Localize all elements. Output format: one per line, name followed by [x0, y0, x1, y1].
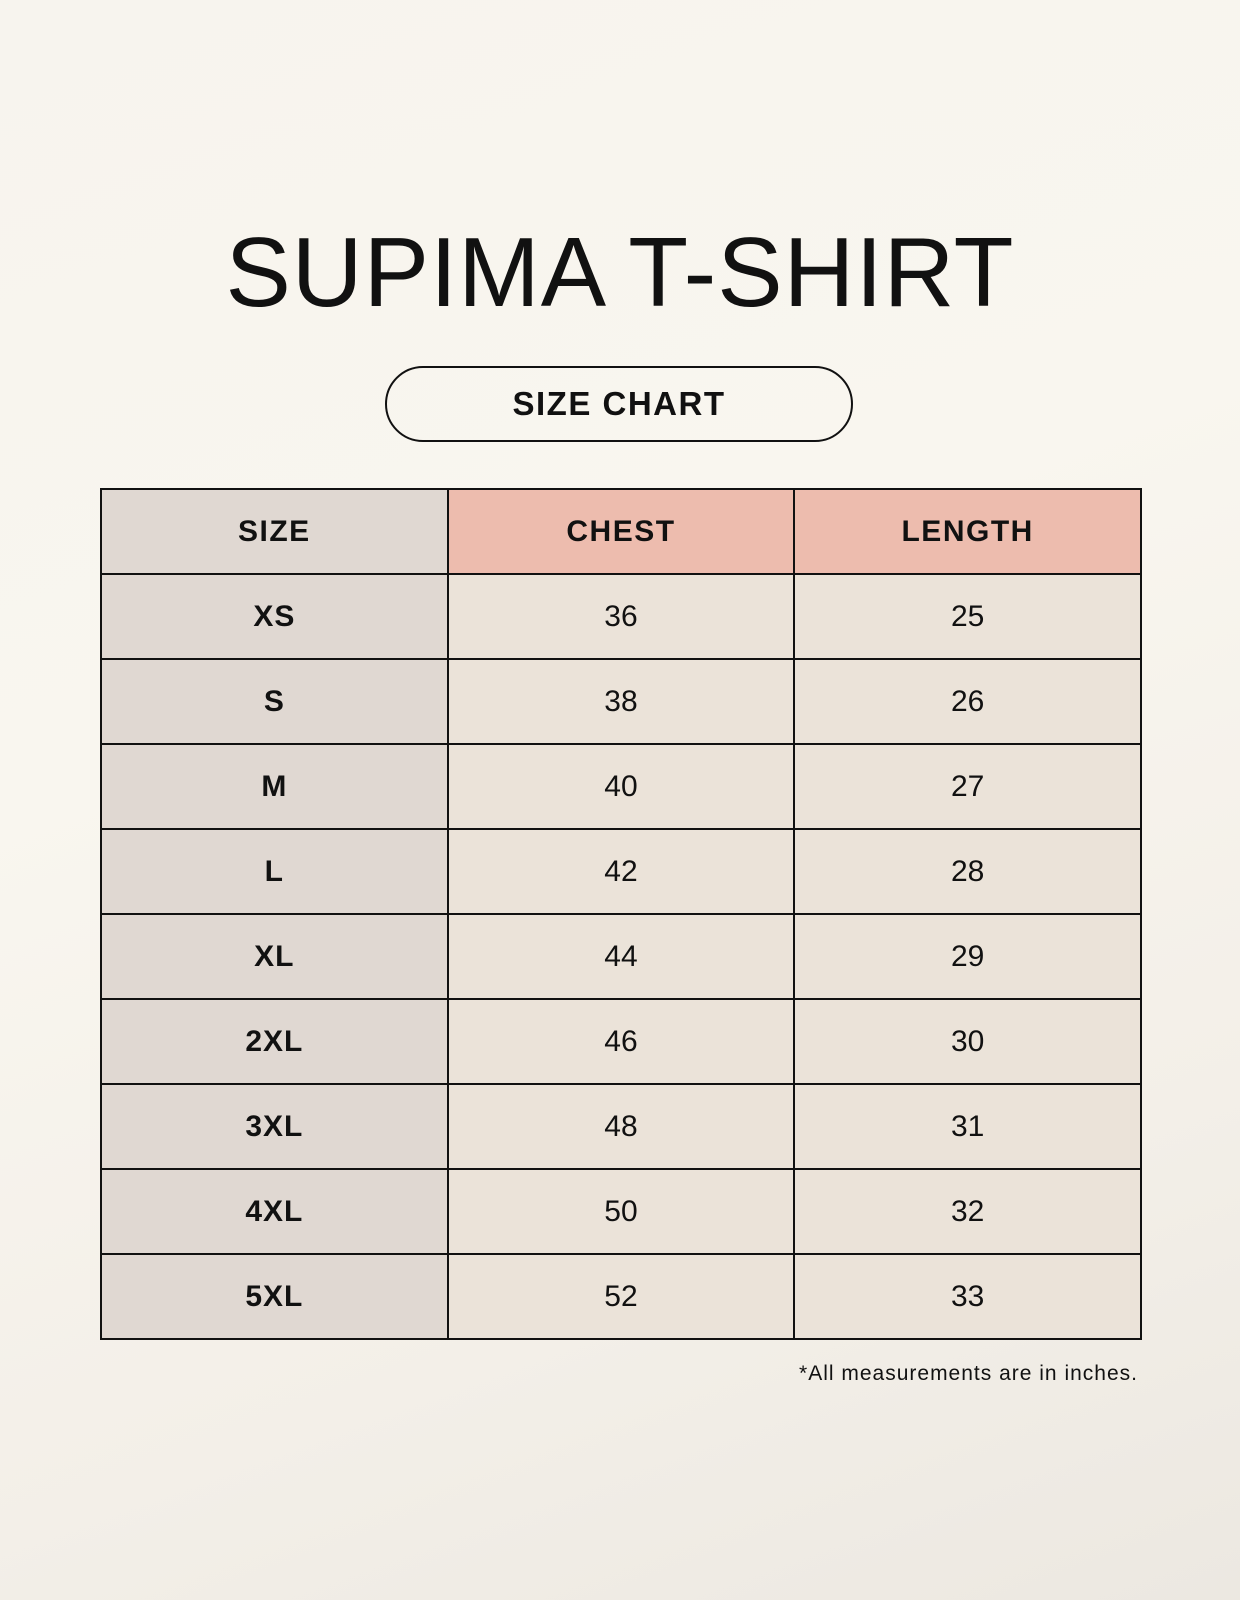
table-header-row: SIZE CHEST LENGTH — [100, 488, 1142, 575]
cell-size: S — [100, 658, 449, 745]
cell-length: 31 — [793, 1083, 1142, 1170]
cell-length: 27 — [793, 743, 1142, 830]
cell-chest: 52 — [446, 1253, 796, 1340]
table-row: 3XL 48 31 — [100, 1083, 1142, 1170]
table-row: 5XL 52 33 — [100, 1253, 1142, 1340]
table-row: XL 44 29 — [100, 913, 1142, 1000]
cell-chest: 42 — [446, 828, 796, 915]
cell-chest: 48 — [446, 1083, 796, 1170]
cell-length: 29 — [793, 913, 1142, 1000]
header-length: LENGTH — [793, 488, 1142, 575]
cell-size: 5XL — [100, 1253, 449, 1340]
table-row: S 38 26 — [100, 658, 1142, 745]
header-chest: CHEST — [446, 488, 796, 575]
cell-chest: 38 — [446, 658, 796, 745]
table-row: M 40 27 — [100, 743, 1142, 830]
cell-size: XL — [100, 913, 449, 1000]
table-row: XS 36 25 — [100, 573, 1142, 660]
cell-length: 25 — [793, 573, 1142, 660]
cell-size: 3XL — [100, 1083, 449, 1170]
page-title: SUPIMA T-SHIRT — [225, 217, 1015, 327]
header-size: SIZE — [100, 488, 449, 575]
cell-chest: 50 — [446, 1168, 796, 1255]
cell-size: 4XL — [100, 1168, 449, 1255]
cell-chest: 44 — [446, 913, 796, 1000]
cell-chest: 46 — [446, 998, 796, 1085]
table-row: L 42 28 — [100, 828, 1142, 915]
size-chart-label: SIZE CHART — [385, 366, 853, 442]
cell-size: L — [100, 828, 449, 915]
size-chart-table: SIZE CHEST LENGTH XS 36 25 S 38 26 M 40 27 L 42 28 X… — [100, 488, 1142, 1340]
cell-size: M — [100, 743, 449, 830]
cell-size: 2XL — [100, 998, 449, 1085]
footnote: *All measurements are in inches. — [799, 1362, 1138, 1385]
cell-size: XS — [100, 573, 449, 660]
cell-chest: 36 — [446, 573, 796, 660]
table-row: 2XL 46 30 — [100, 998, 1142, 1085]
cell-length: 28 — [793, 828, 1142, 915]
cell-length: 33 — [793, 1253, 1142, 1340]
table-row: 4XL 50 32 — [100, 1168, 1142, 1255]
cell-length: 30 — [793, 998, 1142, 1085]
cell-length: 26 — [793, 658, 1142, 745]
cell-length: 32 — [793, 1168, 1142, 1255]
cell-chest: 40 — [446, 743, 796, 830]
